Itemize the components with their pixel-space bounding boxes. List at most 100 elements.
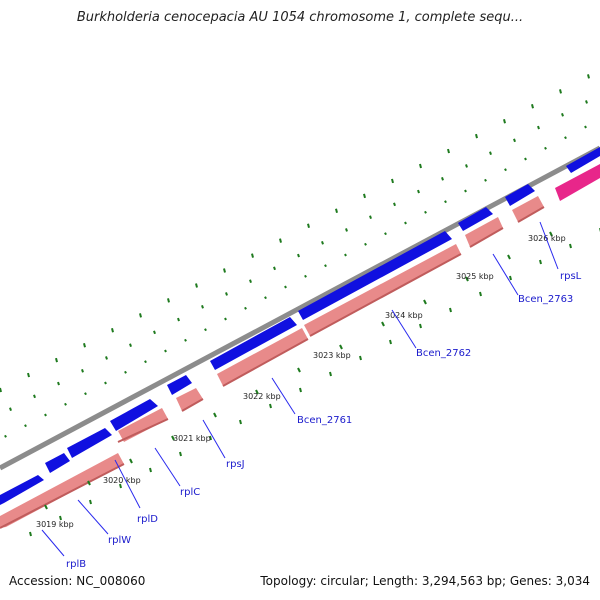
gc-dot bbox=[503, 118, 506, 124]
gc-dot bbox=[419, 163, 422, 169]
gc-dot bbox=[539, 259, 542, 265]
gc-dot bbox=[531, 104, 534, 109]
feature-forward-7[interactable] bbox=[298, 231, 452, 320]
feature-forward-9[interactable] bbox=[505, 184, 535, 206]
gene-label-Bcen_2761[interactable]: Bcen_2761 bbox=[297, 415, 352, 426]
gc-dot bbox=[111, 328, 114, 333]
feature-reverse-1[interactable] bbox=[0, 453, 124, 528]
gc-dot bbox=[239, 419, 242, 425]
gc-dot bbox=[27, 372, 30, 378]
feature-reverse-8[interactable] bbox=[555, 164, 600, 201]
gc-dot bbox=[364, 242, 367, 246]
gc-dot bbox=[391, 178, 394, 184]
gc-dot bbox=[335, 208, 338, 214]
gene-label-rpsL[interactable]: rpsL bbox=[560, 271, 582, 282]
gc-dot bbox=[389, 339, 392, 345]
gc-dot bbox=[475, 133, 478, 139]
gc-dot bbox=[524, 157, 527, 161]
gc-dot bbox=[279, 238, 282, 243]
gc-dot bbox=[209, 435, 212, 441]
reverse-strand-features bbox=[0, 164, 600, 528]
scale-ticks bbox=[44, 231, 553, 510]
gene-label-rplC[interactable]: rplC bbox=[180, 487, 200, 498]
gc-dot bbox=[224, 317, 227, 321]
gc-dot bbox=[559, 89, 562, 94]
gc-dot bbox=[465, 164, 468, 168]
feature-forward-3[interactable] bbox=[67, 428, 112, 458]
feature-forward-1[interactable] bbox=[0, 475, 44, 505]
gc-dot bbox=[444, 200, 447, 204]
feature-reverse-4[interactable] bbox=[217, 328, 308, 386]
feature-reverse-2[interactable] bbox=[118, 408, 168, 442]
gc-dot bbox=[55, 357, 58, 363]
gc-dot bbox=[307, 223, 310, 228]
accession-text: Accession: NC_008060 bbox=[9, 574, 146, 588]
map-title: Burkholderia cenocepacia AU 1054 chromos… bbox=[76, 10, 524, 25]
gc-dot bbox=[564, 136, 567, 140]
gc-dot bbox=[587, 74, 590, 79]
gc-dot bbox=[164, 349, 167, 353]
feature-forward-4[interactable] bbox=[110, 399, 158, 431]
gc-dot bbox=[225, 292, 228, 296]
gc-dot bbox=[489, 151, 492, 155]
feature-forward-5[interactable] bbox=[167, 375, 192, 395]
gc-dot bbox=[419, 323, 422, 329]
gc-dot bbox=[9, 407, 12, 411]
gc-content-dots bbox=[0, 74, 600, 537]
gc-dot bbox=[569, 243, 572, 249]
gc-dot bbox=[44, 413, 47, 417]
sequence-backbone bbox=[0, 145, 600, 471]
gc-dot bbox=[417, 189, 420, 194]
gene-label-rplW[interactable]: rplW bbox=[108, 535, 131, 546]
tick-label: 3024 kbp bbox=[385, 311, 423, 320]
feature-shading bbox=[0, 206, 545, 529]
gc-dot bbox=[4, 434, 7, 438]
gc-dot bbox=[561, 112, 564, 117]
gc-dot bbox=[204, 328, 207, 332]
gene-label-Bcen_2763[interactable]: Bcen_2763 bbox=[518, 294, 573, 305]
gc-dot bbox=[64, 402, 67, 406]
gc-dot bbox=[81, 368, 84, 373]
gc-dot bbox=[184, 338, 187, 342]
gene-label-Bcen_2762[interactable]: Bcen_2762 bbox=[416, 348, 471, 359]
gc-dot bbox=[201, 304, 204, 309]
gc-dot bbox=[441, 176, 444, 181]
gc-dot bbox=[244, 306, 247, 310]
feature-reverse-3[interactable] bbox=[176, 388, 203, 411]
gc-dot bbox=[84, 392, 87, 396]
gc-dot bbox=[284, 285, 287, 289]
tick-label: 3025 kbp bbox=[456, 272, 494, 281]
gc-dot bbox=[59, 515, 62, 521]
gc-dot bbox=[585, 100, 588, 104]
tick-label: 3020 kbp bbox=[103, 476, 141, 485]
feature-reverse-7[interactable] bbox=[512, 196, 544, 222]
gene-label-rplD[interactable]: rplD bbox=[137, 514, 158, 525]
feature-reverse-5[interactable] bbox=[304, 244, 461, 336]
tick-labels: 3019 kbp 3020 kbp 3021 kbp 3022 kbp 3023… bbox=[36, 234, 566, 529]
feature-reverse-6[interactable] bbox=[465, 217, 503, 247]
tick-label: 3023 kbp bbox=[313, 351, 351, 360]
gc-dot bbox=[89, 499, 92, 505]
gc-dot bbox=[83, 342, 86, 348]
gc-dot bbox=[424, 210, 427, 214]
gc-dot bbox=[324, 264, 327, 268]
gc-dot bbox=[299, 387, 302, 393]
feature-forward-10[interactable] bbox=[566, 147, 600, 173]
gc-dot bbox=[509, 275, 512, 281]
gc-dot bbox=[119, 483, 122, 489]
feature-forward-8[interactable] bbox=[458, 207, 493, 231]
gc-dot bbox=[124, 370, 127, 374]
gc-dot bbox=[584, 125, 587, 129]
gc-dot bbox=[269, 403, 272, 409]
feature-forward-2[interactable] bbox=[45, 453, 70, 473]
gc-dot bbox=[345, 228, 348, 232]
gc-dot bbox=[297, 253, 300, 258]
gc-dot bbox=[544, 146, 547, 150]
gc-dot bbox=[139, 313, 142, 318]
gc-dot bbox=[484, 178, 487, 182]
gene-label-rplB[interactable]: rplB bbox=[66, 559, 86, 570]
gene-label-rpsJ[interactable]: rpsJ bbox=[226, 459, 245, 470]
gc-dot bbox=[264, 296, 267, 300]
feature-forward-6[interactable] bbox=[210, 317, 297, 370]
